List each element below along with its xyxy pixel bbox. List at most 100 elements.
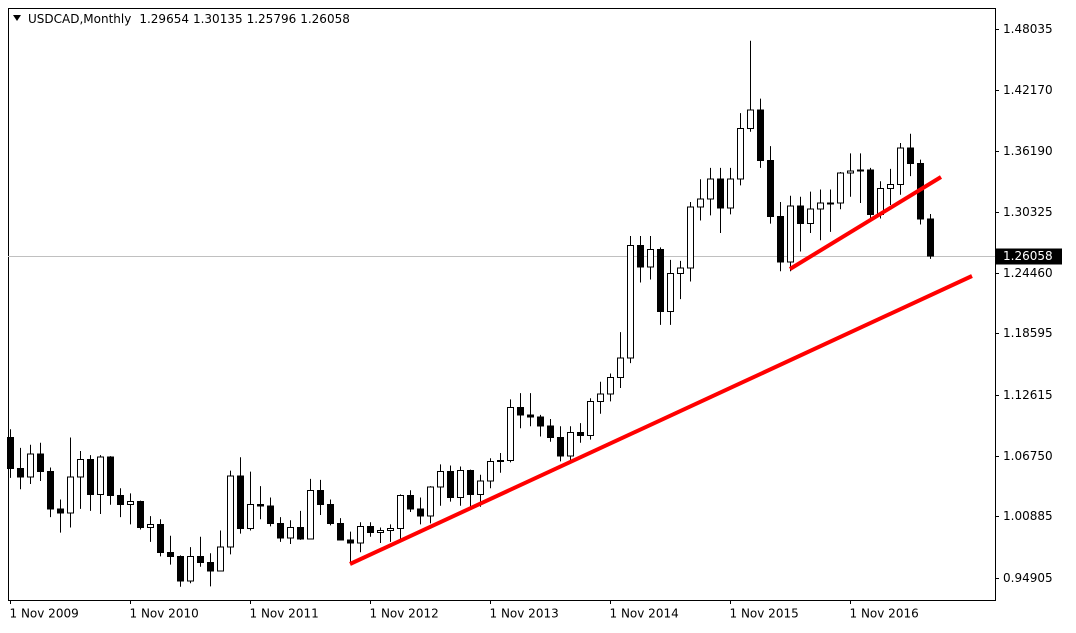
candle-body [697,198,704,208]
candle-body [347,539,354,544]
candle-body [107,456,114,496]
candle-body [627,244,634,359]
candle-body [907,147,914,165]
candle-body [497,459,504,462]
candle-body [487,460,494,482]
candle-body [587,400,594,436]
candle-body [117,494,124,506]
candle-body [777,215,784,263]
candle-body [557,437,564,457]
x-tick-label: 1 Nov 2014 [610,607,679,621]
candle-body [787,205,794,263]
candle-body [687,206,694,269]
candle-body [887,183,894,190]
candle-body [287,526,294,539]
candle-body [527,414,534,418]
candle-body [217,546,224,572]
symbol: USDCAD,Monthly [28,12,131,26]
candle-body [847,170,854,174]
candle-body [127,501,134,506]
candle-body [187,555,194,582]
candle-body [507,407,514,461]
x-tick-label: 1 Nov 2013 [490,607,559,621]
candle-body [337,522,344,541]
candle-body [767,160,774,217]
candle-body [547,425,554,439]
candle-body [87,458,94,495]
candle-body [517,407,524,416]
candle-body [427,486,434,517]
x-tick-label: 1 Nov 2015 [730,607,799,621]
x-tick-label: 1 Nov 2012 [370,607,439,621]
candle-body [67,476,74,514]
candle-body [657,248,664,312]
candle-body [717,178,724,209]
candle-body [7,437,14,470]
candle-body [677,267,684,274]
candle-body [477,480,484,495]
candle-body [27,453,34,478]
y-tick-label: 1.48035 [1003,22,1053,36]
candle-body [747,109,754,130]
x-tick-label: 1 Nov 2010 [130,607,199,621]
candle-body [397,494,404,529]
menu-arrow[interactable] [13,15,21,21]
candle-body [617,357,624,379]
candle-body [37,453,44,473]
y-tick-label: 1.00885 [1003,509,1053,523]
candle-body [577,431,584,436]
candle-body [867,169,874,215]
candle-body [47,471,54,510]
x-tick-label: 1 Nov 2009 [10,607,79,621]
candle-body [147,523,154,528]
candle-body [317,489,324,506]
candle-body [447,471,454,498]
candle-body [857,169,864,172]
candle-body [197,555,204,564]
candle-body [257,504,264,507]
candle-body [637,244,644,268]
y-tick-label: 1.12615 [1003,388,1053,402]
candle-body [327,504,334,524]
candle-body [77,458,84,478]
candle-body [667,272,674,312]
y-tick-label: 1.30325 [1003,205,1053,219]
candle-body [137,501,144,528]
candle-body [647,248,654,268]
candle-body [567,431,574,457]
candle-body [837,172,844,204]
candle-body [817,202,824,210]
candle-body [797,205,804,225]
candle-body [307,489,314,540]
candle-body [57,508,64,514]
candle-body [367,525,374,534]
candle-body [247,504,254,529]
y-tick-label: 1.36190 [1003,144,1053,158]
candle-body [277,522,284,539]
candle-body [707,178,714,200]
candle-body [597,393,604,402]
x-tick-label: 1 Nov 2016 [850,607,919,621]
candle-body [297,526,304,540]
candle-body [537,416,544,427]
candle-body [97,456,104,495]
price-label: 1.26058 [1003,249,1053,263]
candle-body [237,475,244,529]
candle-body [437,471,444,488]
candle-body [207,562,214,572]
y-tick-label: 1.42170 [1003,83,1053,97]
y-tick-label: 1.06750 [1003,449,1053,463]
low-value: 1.25796 [247,12,297,26]
candle-body [927,218,934,257]
candle-body [267,505,274,524]
chart-header: USDCAD,Monthly 1.29654 1.30135 1.25796 1.260… [28,12,350,26]
candle-body [417,508,424,517]
candle-body [737,128,744,180]
plot-frame [8,8,996,601]
candle-body [227,475,234,548]
y-tick-label: 1.18595 [1003,326,1053,340]
candle-body [757,109,764,162]
candle-body [157,523,164,553]
